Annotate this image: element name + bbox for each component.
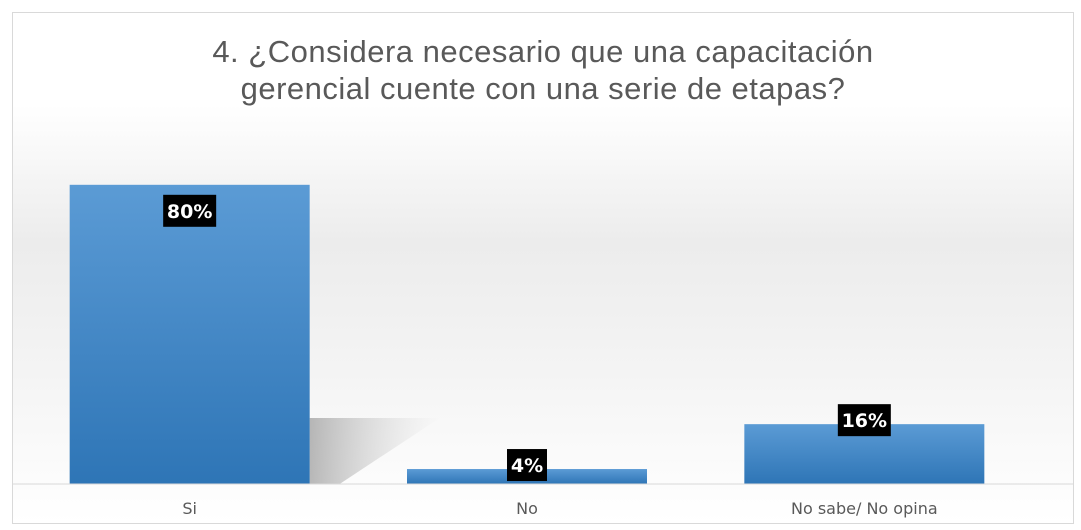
data-label-no-sabe-no-opina: 16% (837, 404, 891, 437)
data-label-value: 4% (511, 455, 543, 477)
data-label-box (163, 194, 217, 227)
bar-chart-plot: 80% 4% 16% Si No No sabe/ No opina (13, 184, 1073, 518)
chart-area: 4. ¿Considera necesario que una capacita… (12, 12, 1074, 524)
data-label-box (507, 449, 547, 482)
data-label-value: 80% (167, 201, 212, 223)
bar-si (69, 184, 310, 485)
data-label-no: 4% (507, 449, 547, 482)
x-tick-label-no: No (516, 499, 538, 518)
data-label-value: 16% (842, 410, 887, 432)
x-tick-label-no-sabe-no-opina: No sabe/ No opina (791, 499, 938, 518)
data-label-si: 80% (163, 194, 217, 227)
bar-shadow (309, 418, 440, 484)
x-tick-label-si: Si (182, 499, 197, 518)
data-label-box (837, 404, 891, 437)
chart-title: 4. ¿Considera necesario que una capacita… (212, 34, 874, 106)
